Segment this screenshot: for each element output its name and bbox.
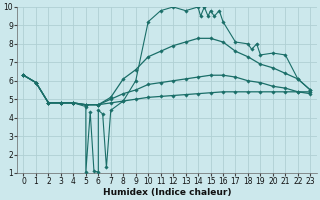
X-axis label: Humidex (Indice chaleur): Humidex (Indice chaleur) (103, 188, 231, 197)
